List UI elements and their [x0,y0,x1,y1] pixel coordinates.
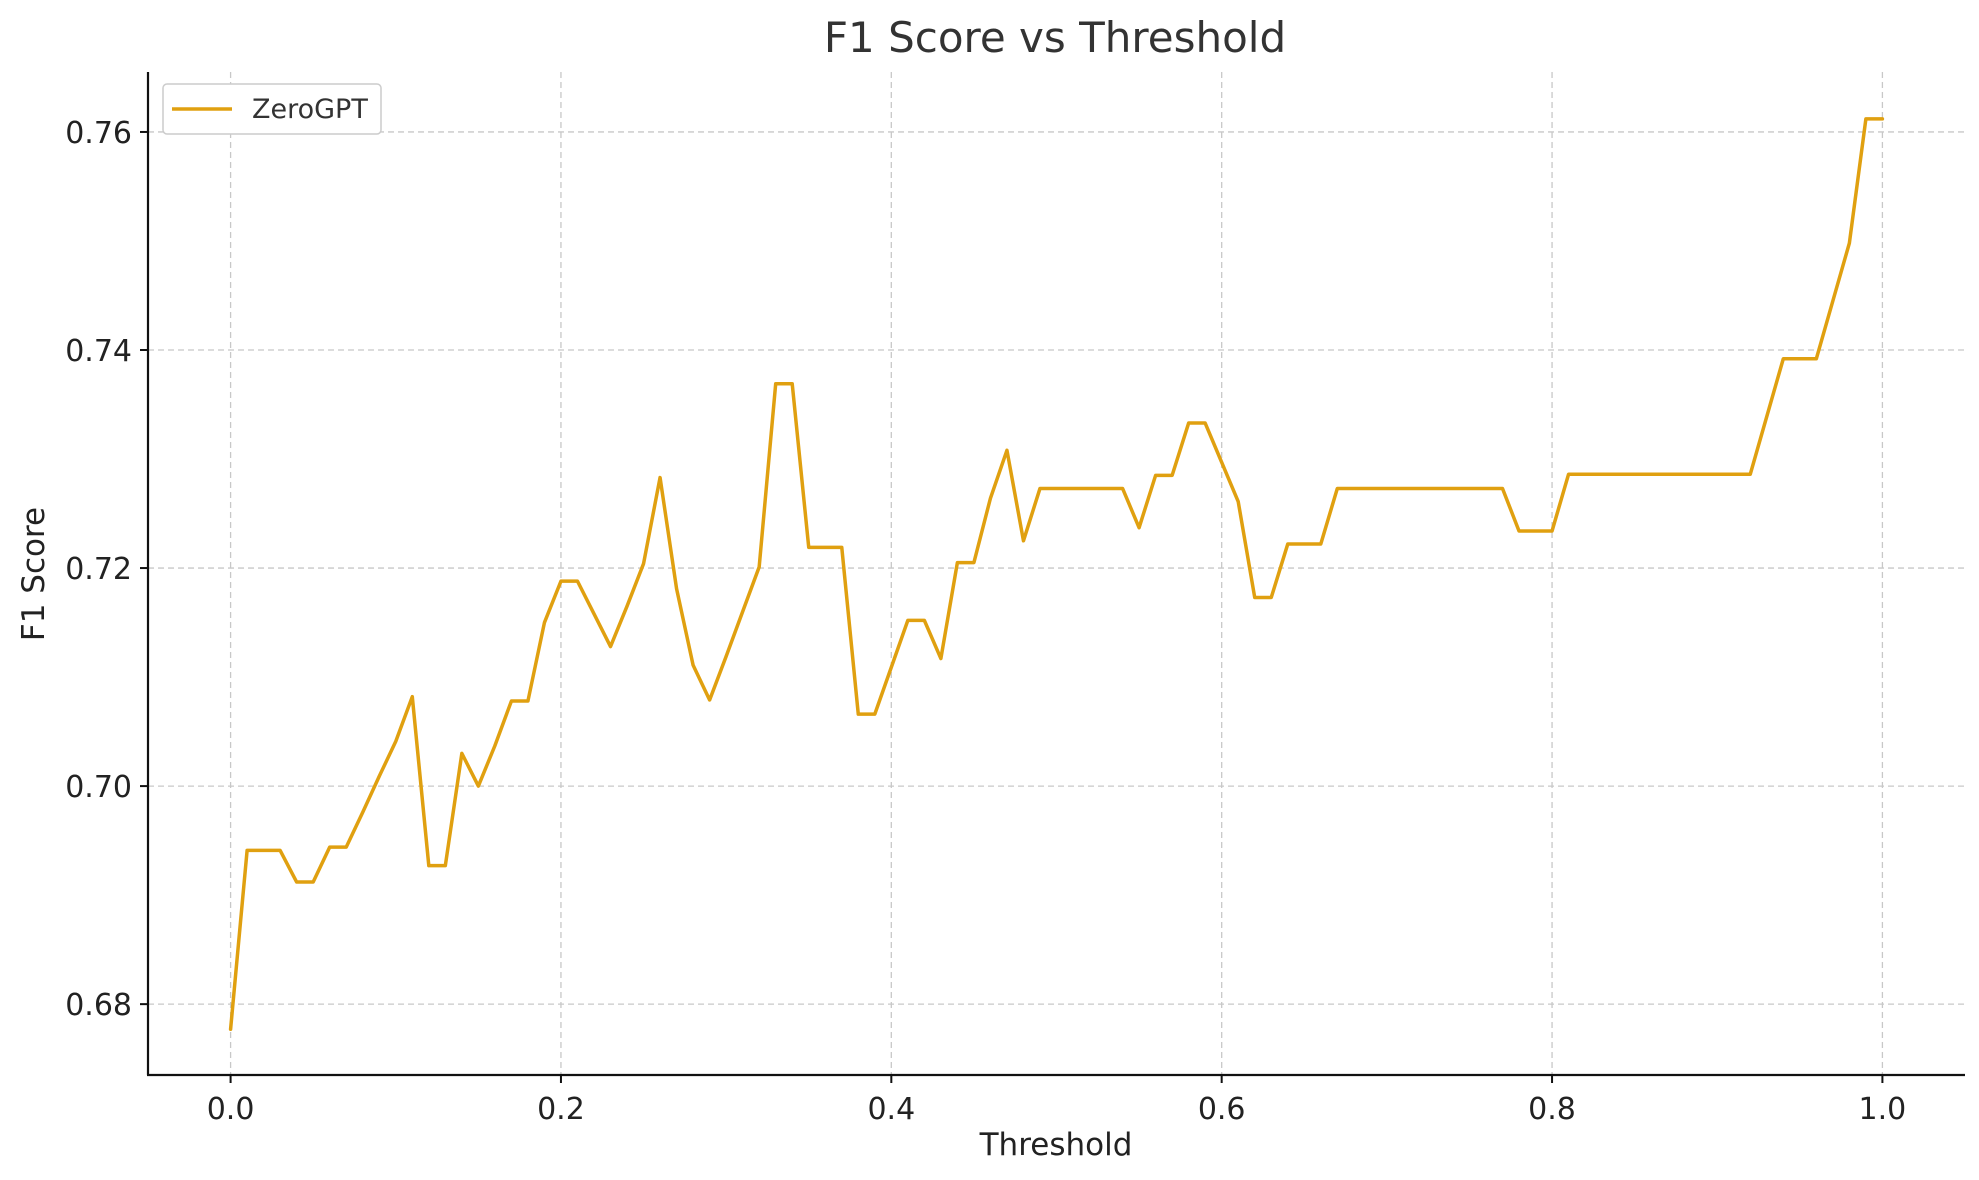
x-tick-label: 0.8 [1528,1092,1576,1127]
x-tick-label: 1.0 [1859,1092,1907,1127]
legend-box [162,83,382,135]
x-tick-label: 0.6 [1198,1092,1246,1127]
x-tick-label: 0.4 [867,1092,915,1127]
x-tick-label: 0.0 [207,1092,255,1127]
series-layer [228,117,1885,1031]
y-axis-label: F1 Score [16,507,52,641]
grid-lines [148,72,1965,1075]
y-tick-label: 0.70 [65,770,132,805]
legend-label: ZeroGPT [252,94,368,125]
y-tick-label: 0.76 [65,116,132,151]
y-tick-label: 0.72 [65,552,132,587]
x-tick-label: 0.2 [537,1092,585,1127]
y-tick-label: 0.74 [65,334,132,369]
legend: ZeroGPT [162,83,382,135]
chart-title: F1 Score vs Threshold [824,13,1286,62]
series-line-zerogpt [228,117,1885,1031]
axis-ticks: 0.0 0.2 0.4 0.6 0.8 1.0 0.68 0.70 0.72 0.74 0.76 [65,116,1906,1127]
y-tick-label: 0.68 [65,988,132,1023]
x-axis-label: Threshold [979,1127,1133,1163]
